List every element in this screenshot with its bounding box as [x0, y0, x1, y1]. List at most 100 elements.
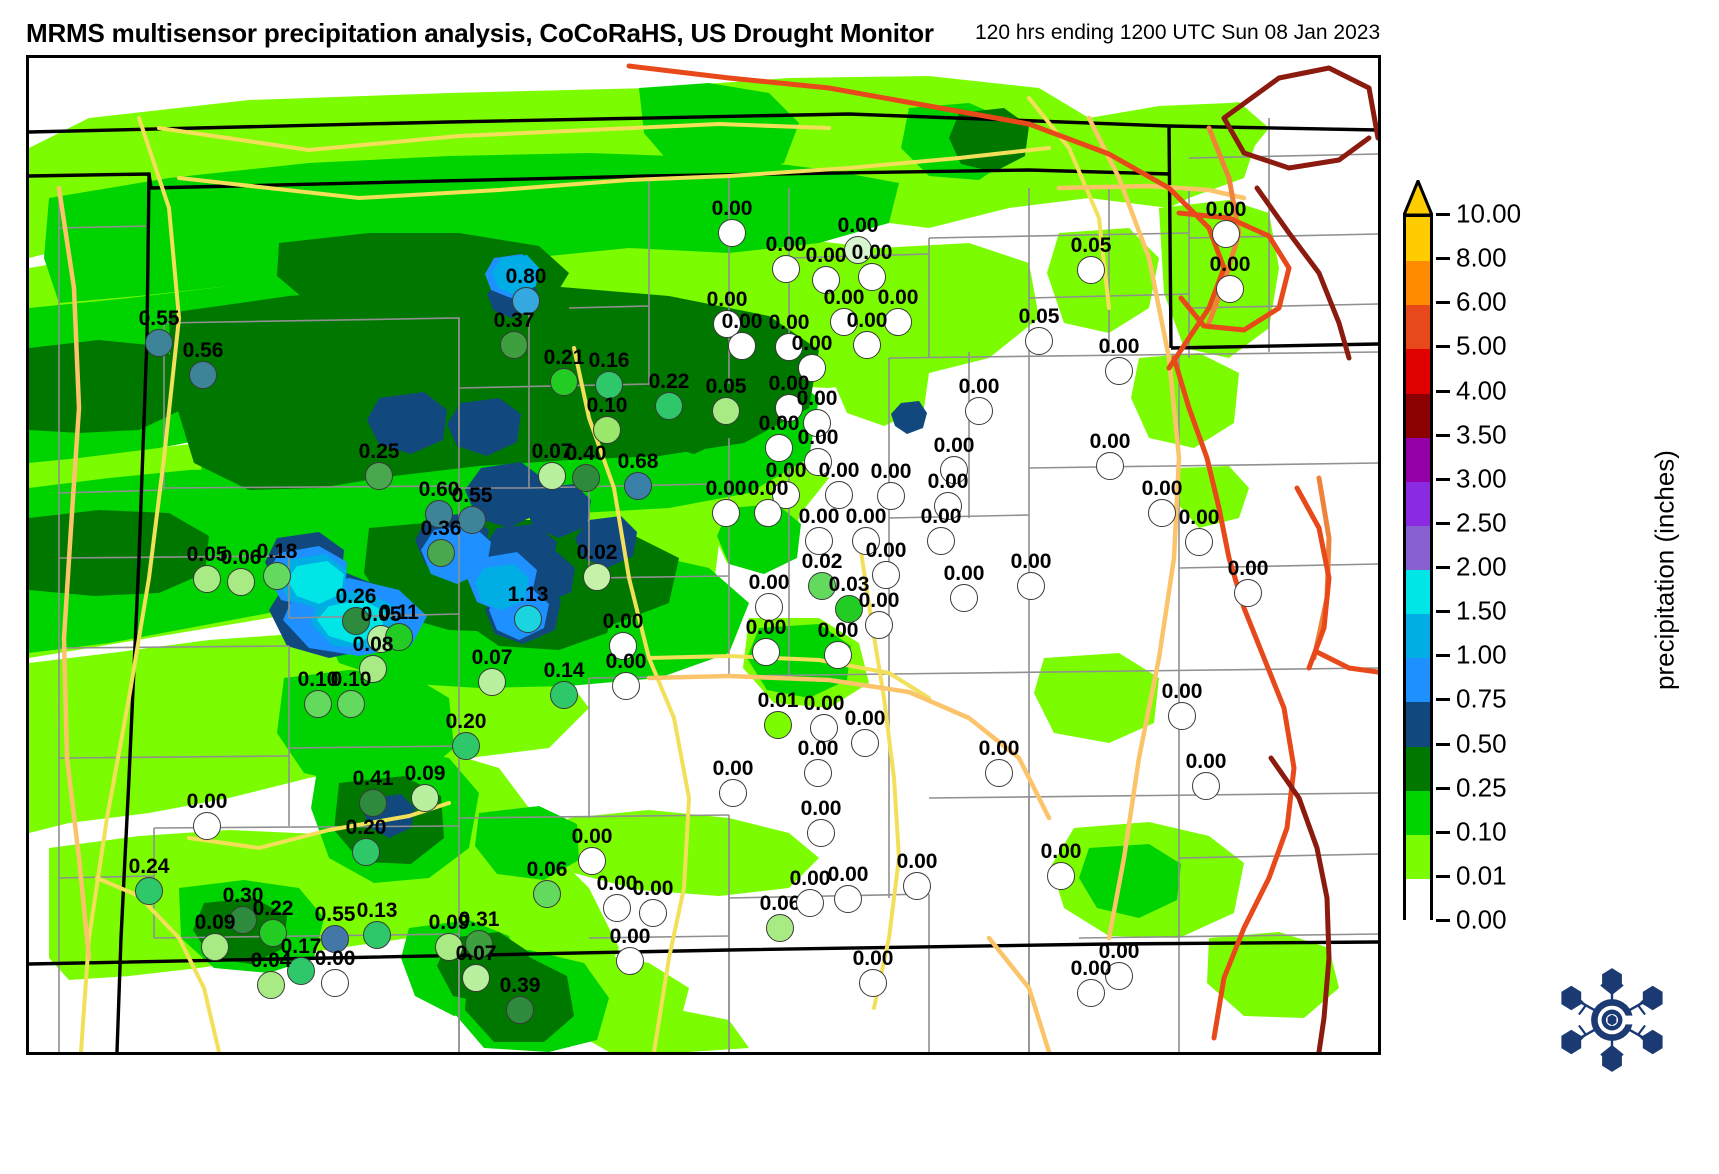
station-value-label: 0.00	[978, 737, 1020, 760]
station-dot	[201, 933, 229, 961]
station-dot	[1077, 979, 1105, 1007]
station-value-label: 0.80	[505, 265, 547, 288]
station-value-label: 0.00	[712, 757, 754, 780]
station-dot	[1077, 256, 1105, 284]
station-dot	[805, 527, 833, 555]
colorbar-tick-label: 10.00	[1456, 198, 1522, 229]
station-value-label: 0.00	[823, 286, 865, 309]
colorbar-tick-label: 0.00	[1456, 904, 1507, 935]
colorbar-tick	[1436, 521, 1450, 525]
station-dot	[1047, 862, 1075, 890]
station-dot	[803, 409, 831, 437]
station-value-label: 0.10	[586, 394, 628, 417]
station-value-label: 0.00	[896, 850, 938, 873]
station-value-label: 0.41	[352, 767, 394, 790]
station-dot	[550, 368, 578, 396]
station-value-label: 0.07	[471, 646, 513, 669]
station-value-label: 0.00	[846, 309, 888, 332]
station-dot	[934, 492, 962, 520]
station-dot	[514, 605, 542, 633]
station-dot	[500, 331, 528, 359]
station-dot	[411, 784, 439, 812]
colorbar-segment	[1406, 525, 1430, 570]
station-dot	[985, 759, 1013, 787]
colorbar-tick	[1436, 654, 1450, 658]
colorbar-tick-label: 0.25	[1456, 772, 1507, 803]
station-value-label: 0.37	[493, 309, 535, 332]
station-dot	[772, 255, 800, 283]
station-value-label: 0.00	[852, 947, 894, 970]
station-dot	[810, 714, 838, 742]
station-value-label: 0.04	[250, 949, 292, 972]
colorbar-segment	[1406, 878, 1430, 923]
station-dot	[765, 434, 793, 462]
colorbar-arrow-icon	[1403, 180, 1433, 216]
precipitation-map[interactable]: 0.55 0.56 0.80 0.37 0.21 0.16 0.22 0.10 0.05 0.25…	[26, 55, 1381, 1055]
station-dot	[1105, 962, 1133, 990]
station-dot	[655, 392, 683, 420]
colorbar-segment	[1406, 702, 1430, 747]
station-value-label: 0.00	[602, 610, 644, 633]
station-dot	[1096, 452, 1124, 480]
colorbar-tick	[1436, 698, 1450, 702]
colorbar-tick	[1436, 566, 1450, 569]
station-value-label: 0.00	[721, 310, 763, 333]
station-dot	[321, 969, 349, 997]
station-value-label: 0.05	[360, 603, 402, 626]
colorbar-segment	[1406, 393, 1430, 438]
colorbar-tick-label: 2.50	[1456, 507, 1507, 538]
colorbar-tick-label: 1.50	[1456, 595, 1507, 626]
station-dot	[352, 838, 380, 866]
station-dot	[877, 482, 905, 510]
station-dot	[1212, 220, 1240, 248]
station-value-label: 0.22	[252, 897, 294, 920]
station-value-label: 0.05	[705, 375, 747, 398]
colorbar-tick-label: 0.50	[1456, 728, 1507, 758]
colorbar-tick	[1436, 301, 1450, 305]
time-range-label: 120 hrs ending 1200 UTC Sun 08 Jan 2023	[975, 21, 1381, 44]
station-value-label: 0.55	[138, 307, 180, 330]
station-dot	[612, 672, 640, 700]
station-dot	[853, 331, 881, 359]
station-value-label: 0.00	[796, 387, 838, 410]
station-dot	[263, 562, 291, 590]
station-value-label: 0.00	[609, 925, 651, 948]
station-dot	[755, 593, 783, 621]
station-value-label: 0.55	[451, 484, 493, 507]
station-dot	[752, 638, 780, 666]
station-dot	[465, 930, 493, 958]
colorbar-segment	[1406, 614, 1430, 659]
station-value-label: 0.00	[1098, 335, 1140, 358]
colorbar-segment	[1406, 305, 1430, 350]
station-dot	[359, 655, 387, 683]
colorbar-segment	[1406, 261, 1430, 306]
station-value-label: 0.00	[711, 197, 753, 220]
station-value-label: 0.00	[706, 288, 748, 311]
station-dot	[478, 668, 506, 696]
station-value-label: 0.18	[256, 540, 298, 563]
colorbar-segment	[1406, 217, 1430, 262]
station-value-label: 0.00	[1178, 506, 1220, 529]
station-dot	[533, 880, 561, 908]
station-value-label: 0.00	[1209, 253, 1251, 276]
colorbar-gradient	[1403, 214, 1433, 923]
station-value-label: 0.56	[182, 339, 224, 362]
station-value-label: 0.00	[765, 459, 807, 482]
station-dot	[595, 371, 623, 399]
station-dot	[808, 572, 836, 600]
station-value-label: 0.00	[765, 233, 807, 256]
station-value-label: 0.00	[797, 737, 839, 760]
station-value-label: 0.00	[1141, 477, 1183, 500]
station-value-label: 0.31	[458, 908, 500, 931]
cocorahs-snowflake-logo-icon	[1561, 968, 1663, 1072]
colorbar-tick-label: 1.00	[1456, 639, 1507, 670]
station-dot	[1148, 499, 1176, 527]
station-value-label: 0.00	[933, 434, 975, 457]
station-dot	[257, 971, 285, 999]
station-dot	[365, 462, 393, 490]
station-value-label: 0.00	[789, 867, 831, 890]
station-dot	[728, 332, 756, 360]
station-dot	[425, 500, 453, 528]
state-borders-layer	[29, 112, 1378, 1052]
colorbar-tick	[1436, 919, 1450, 922]
